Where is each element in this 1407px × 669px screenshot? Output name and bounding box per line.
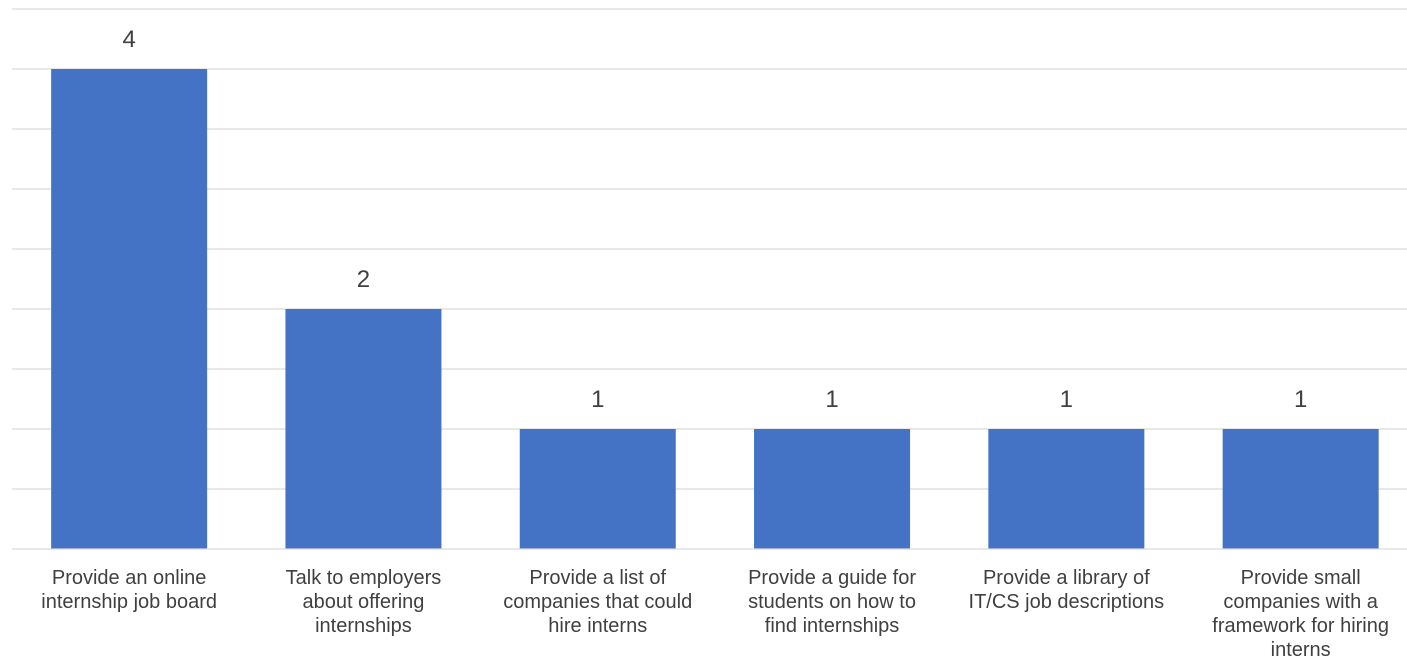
category-label: Provide small companies with a framework… [1212, 567, 1389, 661]
data-label: 1 [1294, 386, 1307, 413]
bar [988, 429, 1145, 549]
data-label: 1 [825, 386, 838, 413]
bar [519, 429, 676, 549]
category-label: Talk to employers about offering interns… [285, 567, 442, 637]
category-label: Provide a library of IT/CS job descripti… [968, 567, 1165, 613]
bar [51, 69, 208, 549]
data-label: 1 [591, 386, 604, 413]
data-label: 2 [357, 266, 370, 293]
bar [285, 309, 442, 549]
category-label: Provide a guide for students on how to f… [748, 567, 916, 637]
data-label: 1 [1060, 386, 1073, 413]
bar [754, 429, 911, 549]
category-label: Provide a list of companies that could h… [503, 567, 693, 637]
data-label: 4 [122, 26, 135, 53]
bar [1222, 429, 1379, 549]
category-label: Provide an online internship job board [41, 567, 217, 613]
